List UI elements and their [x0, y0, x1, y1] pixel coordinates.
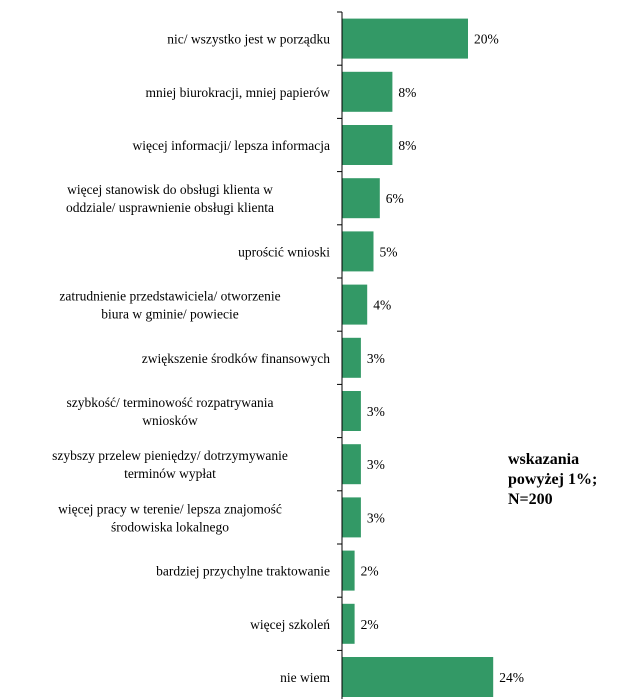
value-label: 4%	[373, 298, 391, 313]
note-line-1: wskazania	[508, 451, 580, 468]
bar	[342, 284, 368, 325]
category-label: uprościć wnioski	[238, 244, 330, 259]
category-label: mniej biurokracji, mniej papierów	[146, 85, 331, 100]
value-label: 5%	[380, 244, 398, 259]
value-labels-group: 20% 8% 8% 6% 5% 4% 3% 3% 3% 3% 2% 2% 24%	[361, 32, 524, 685]
category-label: szybszy przelew pieniędzy/ dotrzymywanie…	[52, 448, 288, 481]
value-label: 3%	[367, 351, 385, 366]
bar	[342, 444, 361, 485]
value-label: 8%	[398, 138, 416, 153]
category-label: więcej pracy w terenie/ lepsza znajomość…	[58, 501, 282, 534]
value-label: 3%	[367, 510, 385, 525]
category-label: więcej informacji/ lepsza informacja	[132, 138, 330, 153]
bar	[342, 18, 468, 59]
bar	[342, 391, 361, 431]
bars-group	[342, 18, 494, 697]
value-label: 24%	[499, 670, 524, 685]
category-label: nie wiem	[280, 670, 330, 685]
category-labels-group: nic/ wszystko jest w porządku mniej biuro…	[52, 32, 330, 685]
bar	[342, 657, 494, 697]
bar	[342, 71, 393, 112]
y-axis	[337, 11, 343, 699]
category-label: nic/ wszystko jest w porządku	[167, 32, 330, 47]
category-label: zatrudnienie przedstawiciela/ otworzenie…	[59, 289, 280, 322]
bar	[342, 178, 380, 219]
value-label: 8%	[398, 85, 416, 100]
sample-note: wskazania powyżej 1%; N=200	[508, 450, 620, 510]
note-line-2: powyżej 1%;	[508, 471, 598, 488]
bar	[342, 125, 393, 165]
category-label: więcej szkoleń	[250, 617, 330, 632]
bar	[342, 231, 374, 272]
value-label: 2%	[361, 564, 379, 579]
value-label: 2%	[361, 617, 379, 632]
category-label: bardziej przychylne traktowanie	[156, 564, 330, 579]
category-label: więcej stanowisk do obsługi klienta w odd…	[66, 182, 274, 215]
category-label: zwiększenie środków finansowych	[142, 351, 330, 366]
value-label: 3%	[367, 457, 385, 472]
bar	[342, 497, 361, 538]
bar	[342, 550, 355, 591]
value-label: 20%	[474, 32, 499, 47]
note-line-3: N=200	[508, 491, 553, 508]
value-label: 3%	[367, 404, 385, 419]
category-label: szybkość/ terminowość rozpatrywania wnios…	[67, 395, 274, 428]
bar	[342, 337, 361, 378]
value-label: 6%	[386, 191, 404, 206]
bar	[342, 603, 355, 644]
